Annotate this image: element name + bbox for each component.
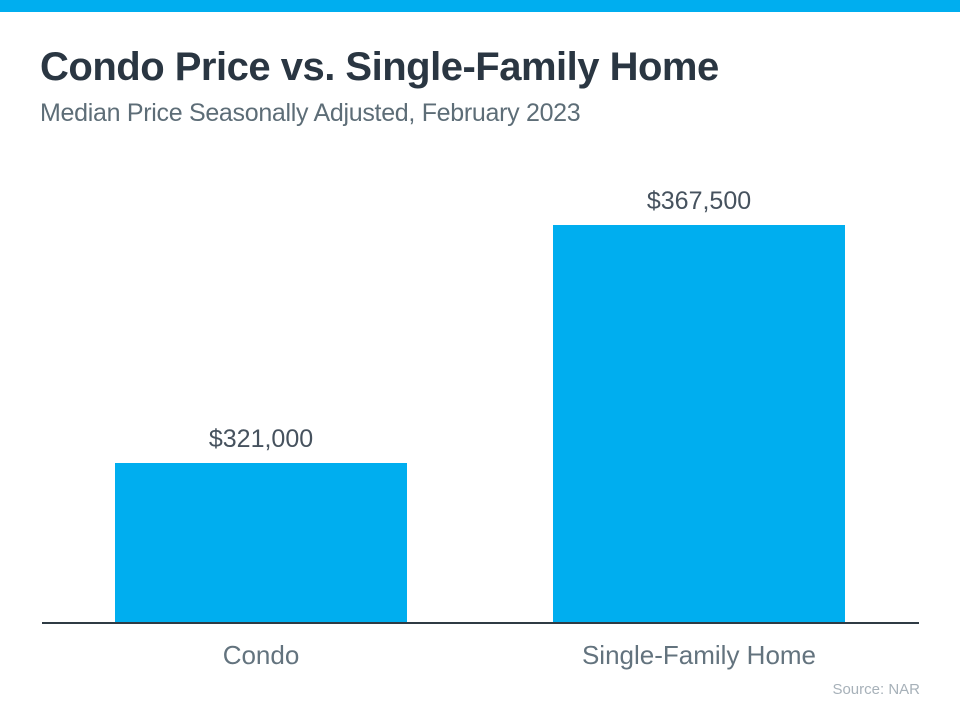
- x-axis-label-condo: Condo: [222, 640, 300, 670]
- bar-group-condo: $321,000: [115, 425, 407, 622]
- x-axis-label-single-family-home: Single-Family Home: [581, 640, 817, 670]
- source-attribution: Source: NAR: [832, 681, 920, 698]
- chart-title: Condo Price vs. Single-Family Home: [40, 45, 719, 89]
- value-label-single-family-home: $367,500: [646, 187, 752, 215]
- bar-group-single-family-home: $367,500: [553, 187, 845, 622]
- value-label-condo: $321,000: [208, 425, 314, 453]
- bar-single-family-home: [553, 225, 845, 622]
- top-accent-bar: [0, 0, 960, 12]
- bar-chart: $321,000 $367,500: [42, 187, 919, 624]
- bar-condo: [115, 463, 407, 622]
- chart-subtitle: Median Price Seasonally Adjusted, Februa…: [40, 99, 581, 127]
